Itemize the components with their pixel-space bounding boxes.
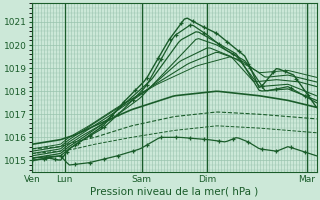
X-axis label: Pression niveau de la mer( hPa ): Pression niveau de la mer( hPa ) (90, 187, 259, 197)
